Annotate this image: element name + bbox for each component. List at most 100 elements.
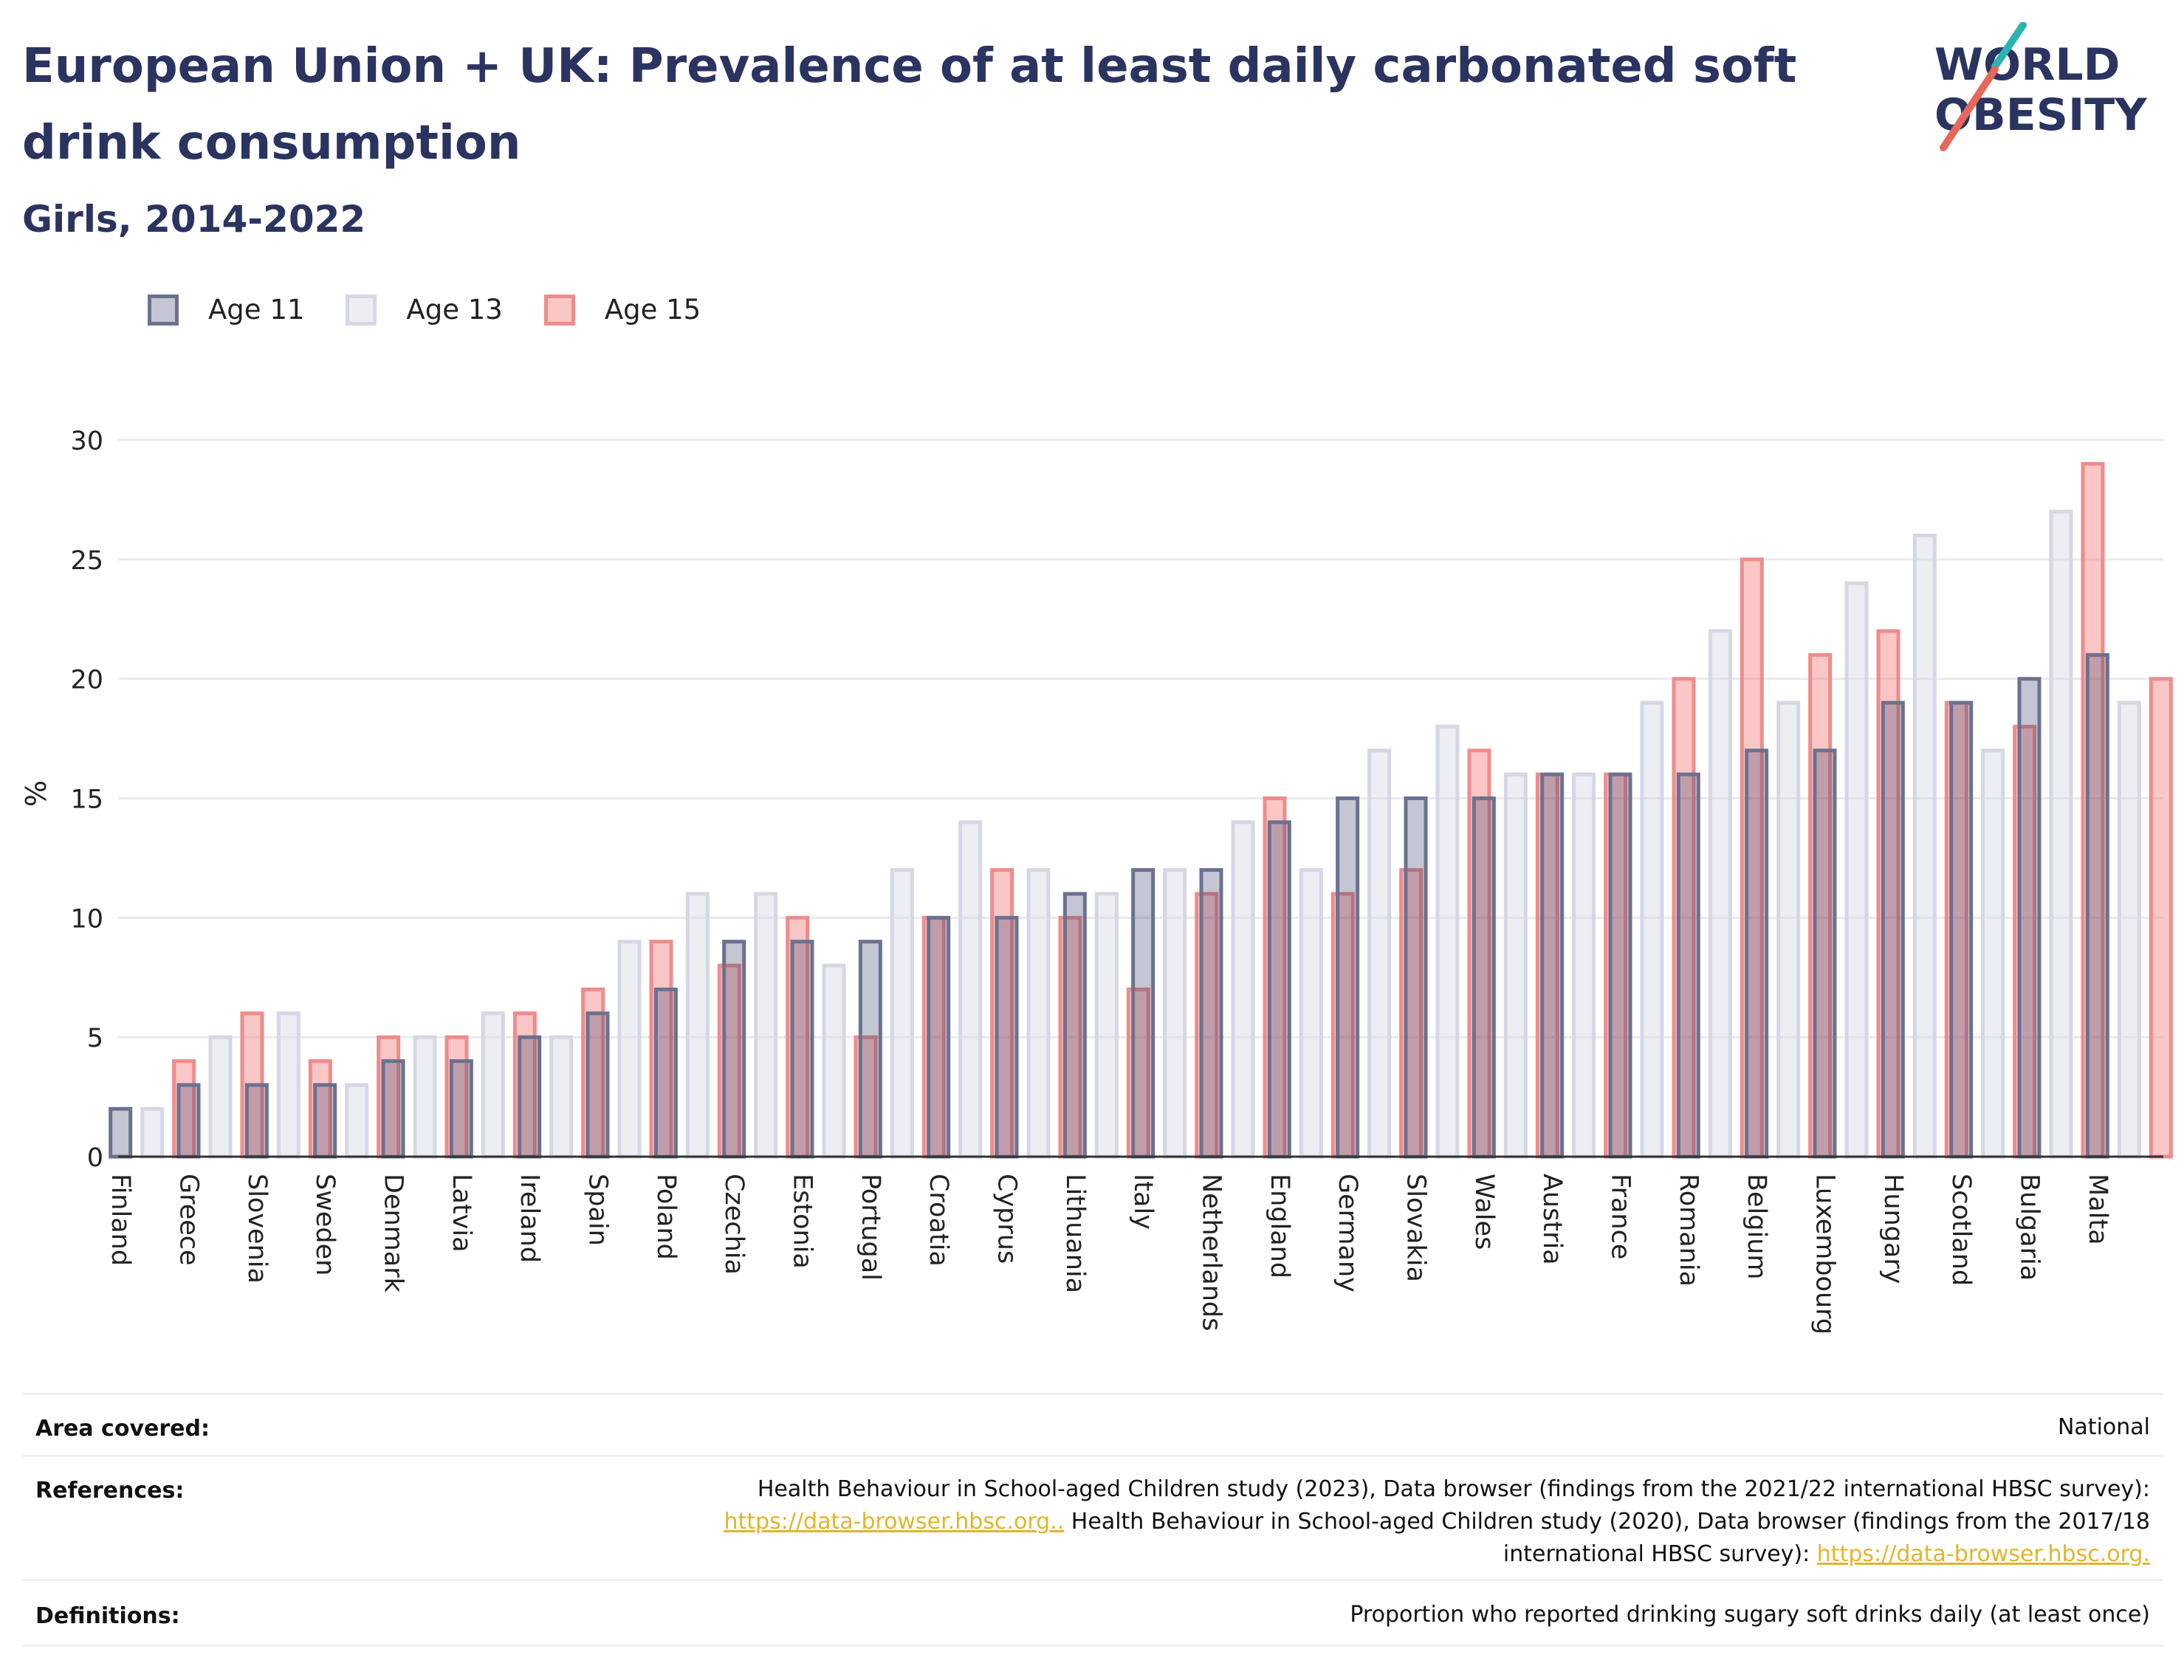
bar-age-13[interactable] [1094, 892, 1119, 1159]
x-tick-label: Belgium [1742, 1174, 1771, 1280]
x-tick-label: Denmark [379, 1174, 408, 1293]
bar-age-11[interactable] [995, 915, 1019, 1159]
x-tick-label: Lithuania [1060, 1174, 1090, 1293]
legend-item-age-15[interactable]: Age 15 [543, 294, 701, 326]
footer-ref-line3: international HBSC survey): https://data… [452, 1538, 2150, 1571]
x-tick-label: Portugal [856, 1174, 885, 1281]
y-tick-label: 15 [70, 785, 103, 815]
bar-age-13[interactable] [1163, 868, 1187, 1159]
bar-age-11[interactable] [381, 1059, 405, 1159]
bar-age-13[interactable] [1844, 581, 1869, 1159]
bar-age-13[interactable] [276, 1011, 301, 1159]
footer-ref-link1[interactable]: https://data-browser.hbsc.org.. [724, 1509, 1065, 1535]
y-tick-label: 20 [70, 666, 103, 695]
x-tick-label: Netherlands [1197, 1174, 1226, 1331]
bar-age-11[interactable] [1267, 820, 1291, 1159]
x-tick-label: England [1265, 1174, 1294, 1278]
bar-age-11[interactable] [1131, 868, 1155, 1159]
bar-age-13[interactable] [2117, 700, 2141, 1159]
world-obesity-logo: WORLD OBESITY [1934, 22, 2148, 151]
y-tick-label: 0 [87, 1143, 103, 1173]
legend-swatch-age-13 [346, 294, 377, 326]
x-tick-label: Romania [1674, 1174, 1703, 1287]
bar-age-11[interactable] [313, 1083, 337, 1159]
x-tick-label: Malta [2083, 1174, 2112, 1245]
bar-age-11[interactable] [858, 940, 882, 1159]
bar-age-11[interactable] [449, 1059, 473, 1159]
legend-label-age-13: Age 13 [406, 294, 503, 326]
bar-age-13[interactable] [1026, 868, 1051, 1159]
bar-age-11[interactable] [790, 940, 814, 1159]
bar-age-11[interactable] [1745, 748, 1769, 1159]
footer-ref-line2: https://data-browser.hbsc.org.. Health B… [452, 1506, 2150, 1538]
legend-swatch-age-11 [148, 294, 179, 326]
bar-age-11[interactable] [1813, 748, 1837, 1159]
bar-age-13[interactable] [413, 1035, 437, 1159]
bar-age-15[interactable] [2149, 677, 2173, 1159]
bar-age-11[interactable] [1608, 772, 1632, 1159]
bar-age-13[interactable] [549, 1035, 574, 1159]
bar-age-13[interactable] [208, 1035, 233, 1159]
bar-age-13[interactable] [617, 940, 642, 1159]
footer-references-label: References: [35, 1478, 185, 1504]
bar-age-13[interactable] [1640, 700, 1664, 1159]
bar-age-13[interactable] [481, 1011, 505, 1159]
x-tick-label: Germany [1333, 1174, 1362, 1292]
x-tick-label: Croatia [924, 1174, 953, 1267]
bar-age-13[interactable] [1776, 700, 1801, 1159]
y-tick-label: 25 [70, 546, 103, 576]
x-tick-label: France [1606, 1174, 1635, 1259]
bar-age-11[interactable] [586, 1011, 610, 1159]
bar-age-13[interactable] [685, 892, 710, 1159]
x-tick-label: Greece [174, 1174, 204, 1266]
bar-age-13[interactable] [2049, 509, 2073, 1159]
bar-age-13[interactable] [1231, 820, 1255, 1159]
bar-age-11[interactable] [1336, 796, 1360, 1159]
bar-age-11[interactable] [1949, 700, 1974, 1159]
bar-age-11[interactable] [176, 1083, 201, 1159]
x-tick-label: Austria [1537, 1174, 1567, 1265]
bars [109, 461, 2173, 1159]
bar-age-11[interactable] [109, 1106, 133, 1159]
bar-age-13[interactable] [1367, 748, 1392, 1159]
bar-age-13[interactable] [822, 963, 846, 1159]
chart-title: European Union + UK: Prevalence of at le… [22, 39, 1797, 171]
bar-age-13[interactable] [140, 1106, 165, 1159]
bar-age-11[interactable] [653, 987, 678, 1159]
bar-age-13[interactable] [1299, 868, 1323, 1159]
bar-age-13[interactable] [890, 868, 914, 1159]
bar-age-13[interactable] [1981, 748, 2005, 1159]
footer-ref-line3-text: international HBSC survey): [1503, 1541, 1817, 1567]
bar-age-13[interactable] [1912, 533, 1937, 1159]
bar-age-11[interactable] [1540, 772, 1565, 1159]
x-tick-label: Sweden [310, 1174, 340, 1276]
bar-age-11[interactable] [722, 940, 746, 1159]
bar-age-13[interactable] [754, 892, 778, 1159]
bar-age-11[interactable] [1676, 772, 1700, 1159]
bar-age-13[interactable] [958, 820, 983, 1159]
bar-age-11[interactable] [1472, 796, 1496, 1159]
bar-age-11[interactable] [1199, 868, 1223, 1159]
logo-word-obesity: OBESITY [1934, 89, 2148, 141]
y-tick-label: 30 [70, 427, 103, 456]
legend-item-age-11[interactable]: Age 11 [148, 294, 304, 326]
bar-age-11[interactable] [2017, 677, 2042, 1159]
bar-age-11[interactable] [1404, 796, 1428, 1159]
bar-age-11[interactable] [2085, 653, 2109, 1159]
x-tick-label: Scotland [1946, 1174, 1976, 1286]
bar-age-13[interactable] [1708, 629, 1732, 1159]
bar-age-11[interactable] [518, 1035, 542, 1159]
bar-age-13[interactable] [345, 1083, 369, 1159]
x-tick-label: Bulgaria [2015, 1174, 2044, 1281]
bar-age-11[interactable] [1062, 892, 1087, 1159]
bar-age-11[interactable] [244, 1083, 269, 1159]
bar-age-13[interactable] [1572, 772, 1596, 1159]
bar-age-11[interactable] [1881, 700, 1905, 1159]
legend-item-age-13[interactable]: Age 13 [346, 294, 503, 326]
bar-age-13[interactable] [1435, 724, 1460, 1159]
bar-age-13[interactable] [1503, 772, 1528, 1159]
footer-ref-link2[interactable]: https://data-browser.hbsc.org. [1816, 1541, 2150, 1567]
x-tick-label: Poland [651, 1174, 681, 1260]
x-tick-label: Luxembourg [1810, 1174, 1840, 1335]
bar-age-11[interactable] [927, 915, 951, 1159]
